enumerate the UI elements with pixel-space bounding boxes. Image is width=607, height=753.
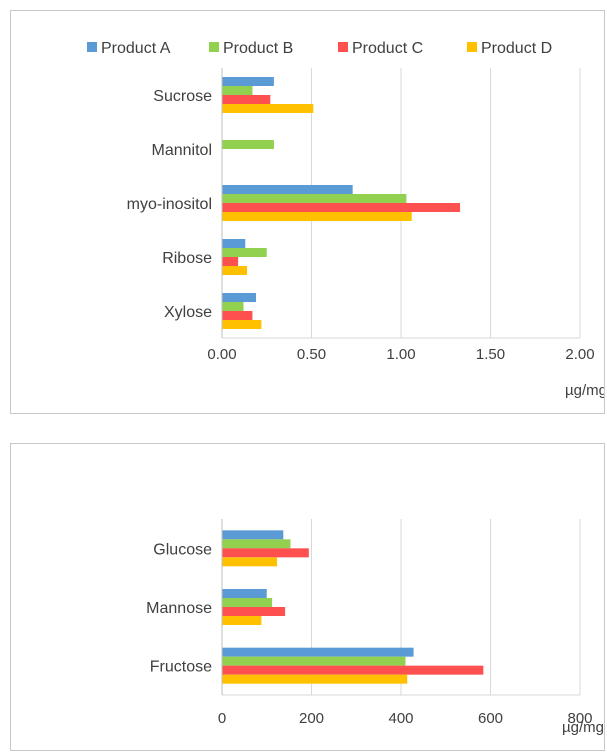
legend-swatch-product-c [338, 42, 348, 52]
bar-mannose-product-c [222, 607, 286, 616]
bar-mannose-product-b [222, 598, 273, 607]
bar-mannitol-product-b [222, 140, 274, 149]
legend-label-product-a: Product A [101, 40, 171, 57]
legend-swatch-product-b [209, 42, 219, 52]
category-label-fructose: Fructose [150, 659, 212, 676]
x-tick-label: 1.50 [476, 346, 505, 363]
x-tick-label: 400 [388, 710, 413, 727]
bar-fructose-product-b [222, 656, 406, 666]
x-tick-label: 800 [567, 710, 592, 727]
legend-swatch-product-d [467, 42, 477, 52]
x-tick-label: 2.00 [565, 346, 594, 363]
bar-myo-inositol-product-b [222, 194, 407, 203]
bar-fructose-product-c [222, 665, 484, 675]
bar-myo-inositol-product-a [222, 185, 353, 194]
bar-sucrose-product-c [222, 95, 271, 104]
category-label-mannitol: Mannitol [152, 142, 212, 159]
category-label-sucrose: Sucrose [153, 88, 212, 105]
x-axis-unit-label: µg/mg [562, 719, 604, 736]
bar-ribose-product-b [222, 248, 267, 257]
legend-label-product-d: Product D [481, 40, 552, 57]
bar-myo-inositol-product-c [222, 203, 461, 212]
bar-mannose-product-a [222, 589, 267, 598]
bar-glucose-product-b [222, 539, 291, 549]
chart-panel-bottom: Glucose Mannose Fructose 0 200 400 600 800 µg/mg [10, 443, 605, 751]
x-tick-label: 200 [299, 710, 324, 727]
category-label-xylose: Xylose [164, 304, 212, 321]
bar-xylose-product-d [222, 320, 262, 329]
bar-sucrose-product-b [222, 86, 253, 95]
chart-panel-top: Sucrose Mannitol myo-inositol Ribose Xylose 0… [10, 10, 605, 414]
bar-glucose-product-a [222, 530, 284, 540]
x-axis-unit-label: µg/mg [565, 382, 604, 399]
category-label-myo-inositol: myo-inositol [127, 196, 212, 213]
legend-label-product-b: Product B [223, 40, 293, 57]
bar-mannose-product-d [222, 616, 262, 625]
bar-glucose-product-d [222, 557, 278, 567]
bar-xylose-product-a [222, 293, 257, 302]
x-tick-label: 600 [478, 710, 503, 727]
x-tick-label: 0.00 [207, 346, 236, 363]
category-label-ribose: Ribose [162, 250, 212, 267]
bar-sucrose-product-d [222, 104, 314, 113]
bar-fructose-product-a [222, 647, 414, 657]
legend-label-product-c: Product C [352, 40, 423, 57]
x-tick-label: 1.00 [386, 346, 415, 363]
bar-myo-inositol-product-d [222, 212, 412, 221]
bar-xylose-product-c [222, 311, 253, 320]
bar-glucose-product-c [222, 548, 309, 558]
bar-sucrose-product-a [222, 77, 274, 86]
bar-fructose-product-d [222, 674, 408, 684]
bar-xylose-product-b [222, 302, 244, 311]
chart-top: Sucrose Mannitol myo-inositol Ribose Xylose 0… [87, 40, 604, 399]
category-label-glucose: Glucose [153, 541, 212, 558]
x-tick-label: 0.50 [297, 346, 326, 363]
x-tick-label: 0 [218, 710, 226, 727]
bar-ribose-product-c [222, 257, 239, 266]
category-label-mannose: Mannose [146, 600, 212, 617]
bar-ribose-product-d [222, 266, 248, 275]
legend-swatch-product-a [87, 42, 97, 52]
bar-ribose-product-a [222, 239, 246, 248]
